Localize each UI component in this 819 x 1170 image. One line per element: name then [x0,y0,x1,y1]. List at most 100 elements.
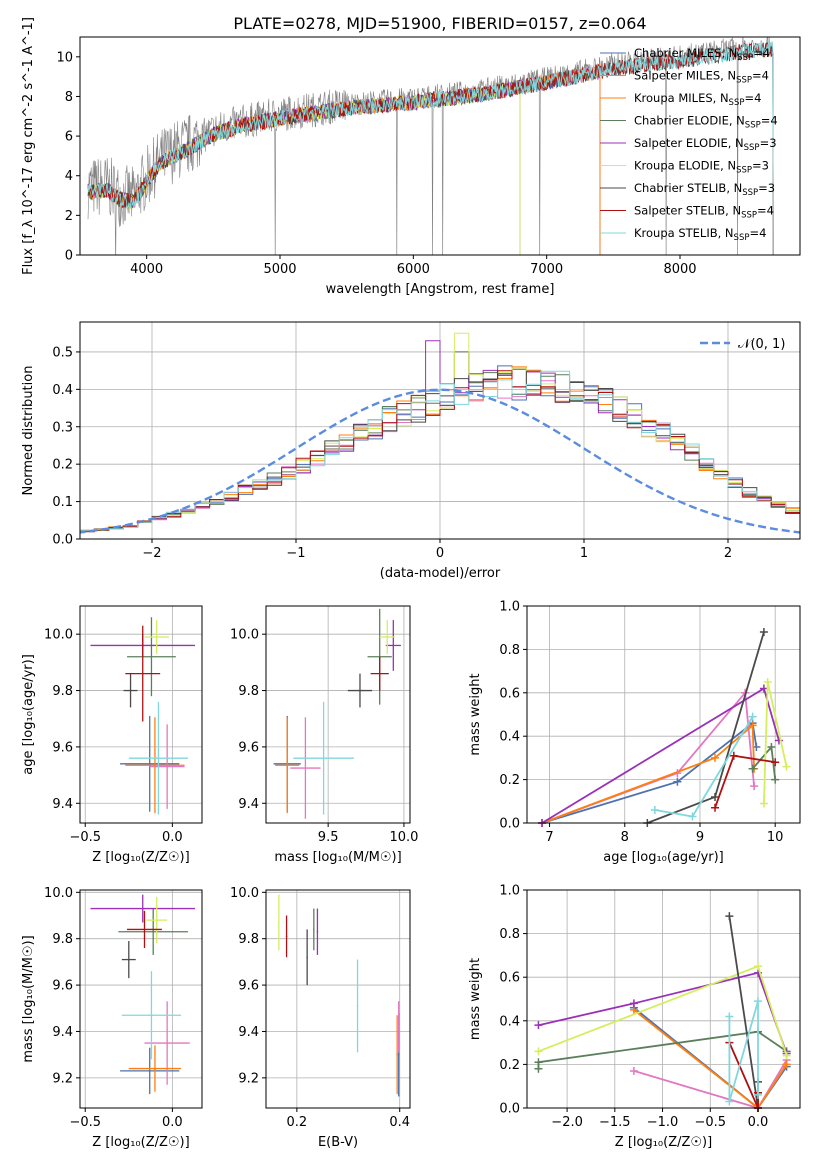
plot-frame [265,605,411,824]
x-tick-label: 8000 [663,262,696,277]
x-tick-label: 4000 [130,262,163,277]
data-point [166,1042,168,1044]
y-tick-label: 9.2 [52,1071,73,1086]
x-tick-label: 7 [545,830,553,845]
y-tick-label: 0.1 [52,495,73,510]
legend-label: Salpeter ELODIE, NSSP=3 [634,136,777,153]
x-tick-label: 2 [724,546,732,561]
legend-subscript: SSP [736,166,752,176]
plot-frame [526,889,801,1109]
weight-marker [748,721,757,730]
legend-subscript: SSP [737,53,753,63]
weight-marker [725,1097,734,1106]
x-tick-label: 7000 [530,262,563,277]
x-tick-label: −1.0 [647,1115,679,1130]
y-tick-label: 0.0 [499,817,520,832]
axes-age_vs_mass [266,606,410,823]
y-tick-label: 0.4 [52,383,73,398]
weight-marker [759,684,768,693]
weight-line-8 [728,1000,759,1102]
y-tick-label: 9.8 [238,932,259,947]
legend-label: Chabrier STELIB, NSSP=3 [634,181,775,198]
y-tick-label: 9.4 [238,1025,259,1040]
data-point [148,763,151,765]
x-tick-label: −2 [142,546,161,561]
x-tick-label: 10 [767,830,784,845]
plot-frame [79,36,801,256]
x-tick-label: −1 [286,546,305,561]
spectrum-lines [87,37,774,255]
data-point [166,765,168,768]
x-axis-label: (data-model)/error [380,566,501,581]
y-tick-label: 0.3 [52,420,73,435]
histogram-4 [80,340,800,533]
x-axis-label: Z [log₁₀(Z/Z☉)] [92,850,189,865]
weight-marker [782,762,791,771]
x-tick-label: 10.0 [389,830,418,845]
x-axis-label: Z [log₁₀(Z/Z☉)] [615,1135,712,1150]
x-tick-label: −0.5 [69,830,101,845]
x-tick-label: 8 [621,830,629,845]
legend-label: Salpeter MILES, NSSP=4 [634,69,769,86]
weight-marker [754,1090,762,1099]
x-tick-label: 0.0 [748,1115,769,1130]
data-point [313,928,315,931]
weight-marker [725,912,734,921]
y-tick-label: 0.6 [499,686,520,701]
data-point [386,636,389,638]
data-point [143,928,146,931]
data-point [322,757,325,759]
y-tick-label: 9.8 [238,684,259,699]
y-axis-label: mass [log₁₀(M/M☉)] [21,935,36,1062]
legend-nssp: =3 [758,181,775,195]
y-tick-label: 0.8 [499,927,520,942]
weight-marker [729,751,738,760]
weight-marker [534,1047,543,1056]
x-axis-label: E(B-V) [318,1135,358,1150]
x-tick-label: 0.0 [162,1115,183,1130]
x-tick-label: 1 [580,546,588,561]
legend-label: Salpeter STELIB, NSSP=4 [634,204,774,221]
x-tick-label: 0.0 [162,830,183,845]
histogram-5 [80,332,800,533]
legend-subscript: SSP [741,211,757,221]
weight-marker [759,799,768,808]
y-tick-label: 0 [65,249,73,264]
axes-mass_vs_Z [80,890,202,1108]
weight-marker [629,999,638,1008]
weight-marker [754,997,762,1006]
x-tick-label: −0.5 [694,1115,726,1130]
y-tick-label: 10.0 [230,628,259,643]
x-tick-label: −1.5 [599,1115,631,1130]
data-point [396,1053,398,1056]
y-tick-label: 10.0 [44,628,73,643]
weight-line-3 [751,744,777,780]
model-spectrum-8 [87,40,774,255]
legend-subscript: SSP [745,121,761,131]
x-axis-label: Z [log₁₀(Z/Z☉)] [92,1135,189,1150]
data-point [286,764,289,767]
weight-marker [782,1060,791,1069]
legend-label: Chabrier MILES, NSSP=4 [634,46,770,63]
legend-label: 𝒩(0, 1) [738,337,785,352]
y-tick-label: 9.8 [52,932,73,947]
weight-marker [688,812,697,821]
data-point [359,689,361,692]
legend-nssp: =4 [744,91,761,105]
legend-label: Kroupa MILES, NSSP=4 [634,91,761,108]
y-tick-label: 0.0 [499,1102,520,1117]
y-tick-label: 9.8 [52,684,73,699]
legend-nssp: =3 [752,159,769,173]
histogram-2 [80,366,800,532]
axes-weight_vs_Z [527,889,800,1109]
y-tick-label: 9.2 [238,1071,259,1086]
weight-marker [725,1012,734,1021]
data-point [356,1005,359,1007]
weight-marker [711,803,720,812]
axes-age_vs_Z [80,606,202,823]
weight-marker [748,712,757,721]
histogram-7 [80,370,800,533]
data-point [304,767,307,769]
data-point [155,919,158,921]
y-tick-label: 10 [56,50,73,65]
